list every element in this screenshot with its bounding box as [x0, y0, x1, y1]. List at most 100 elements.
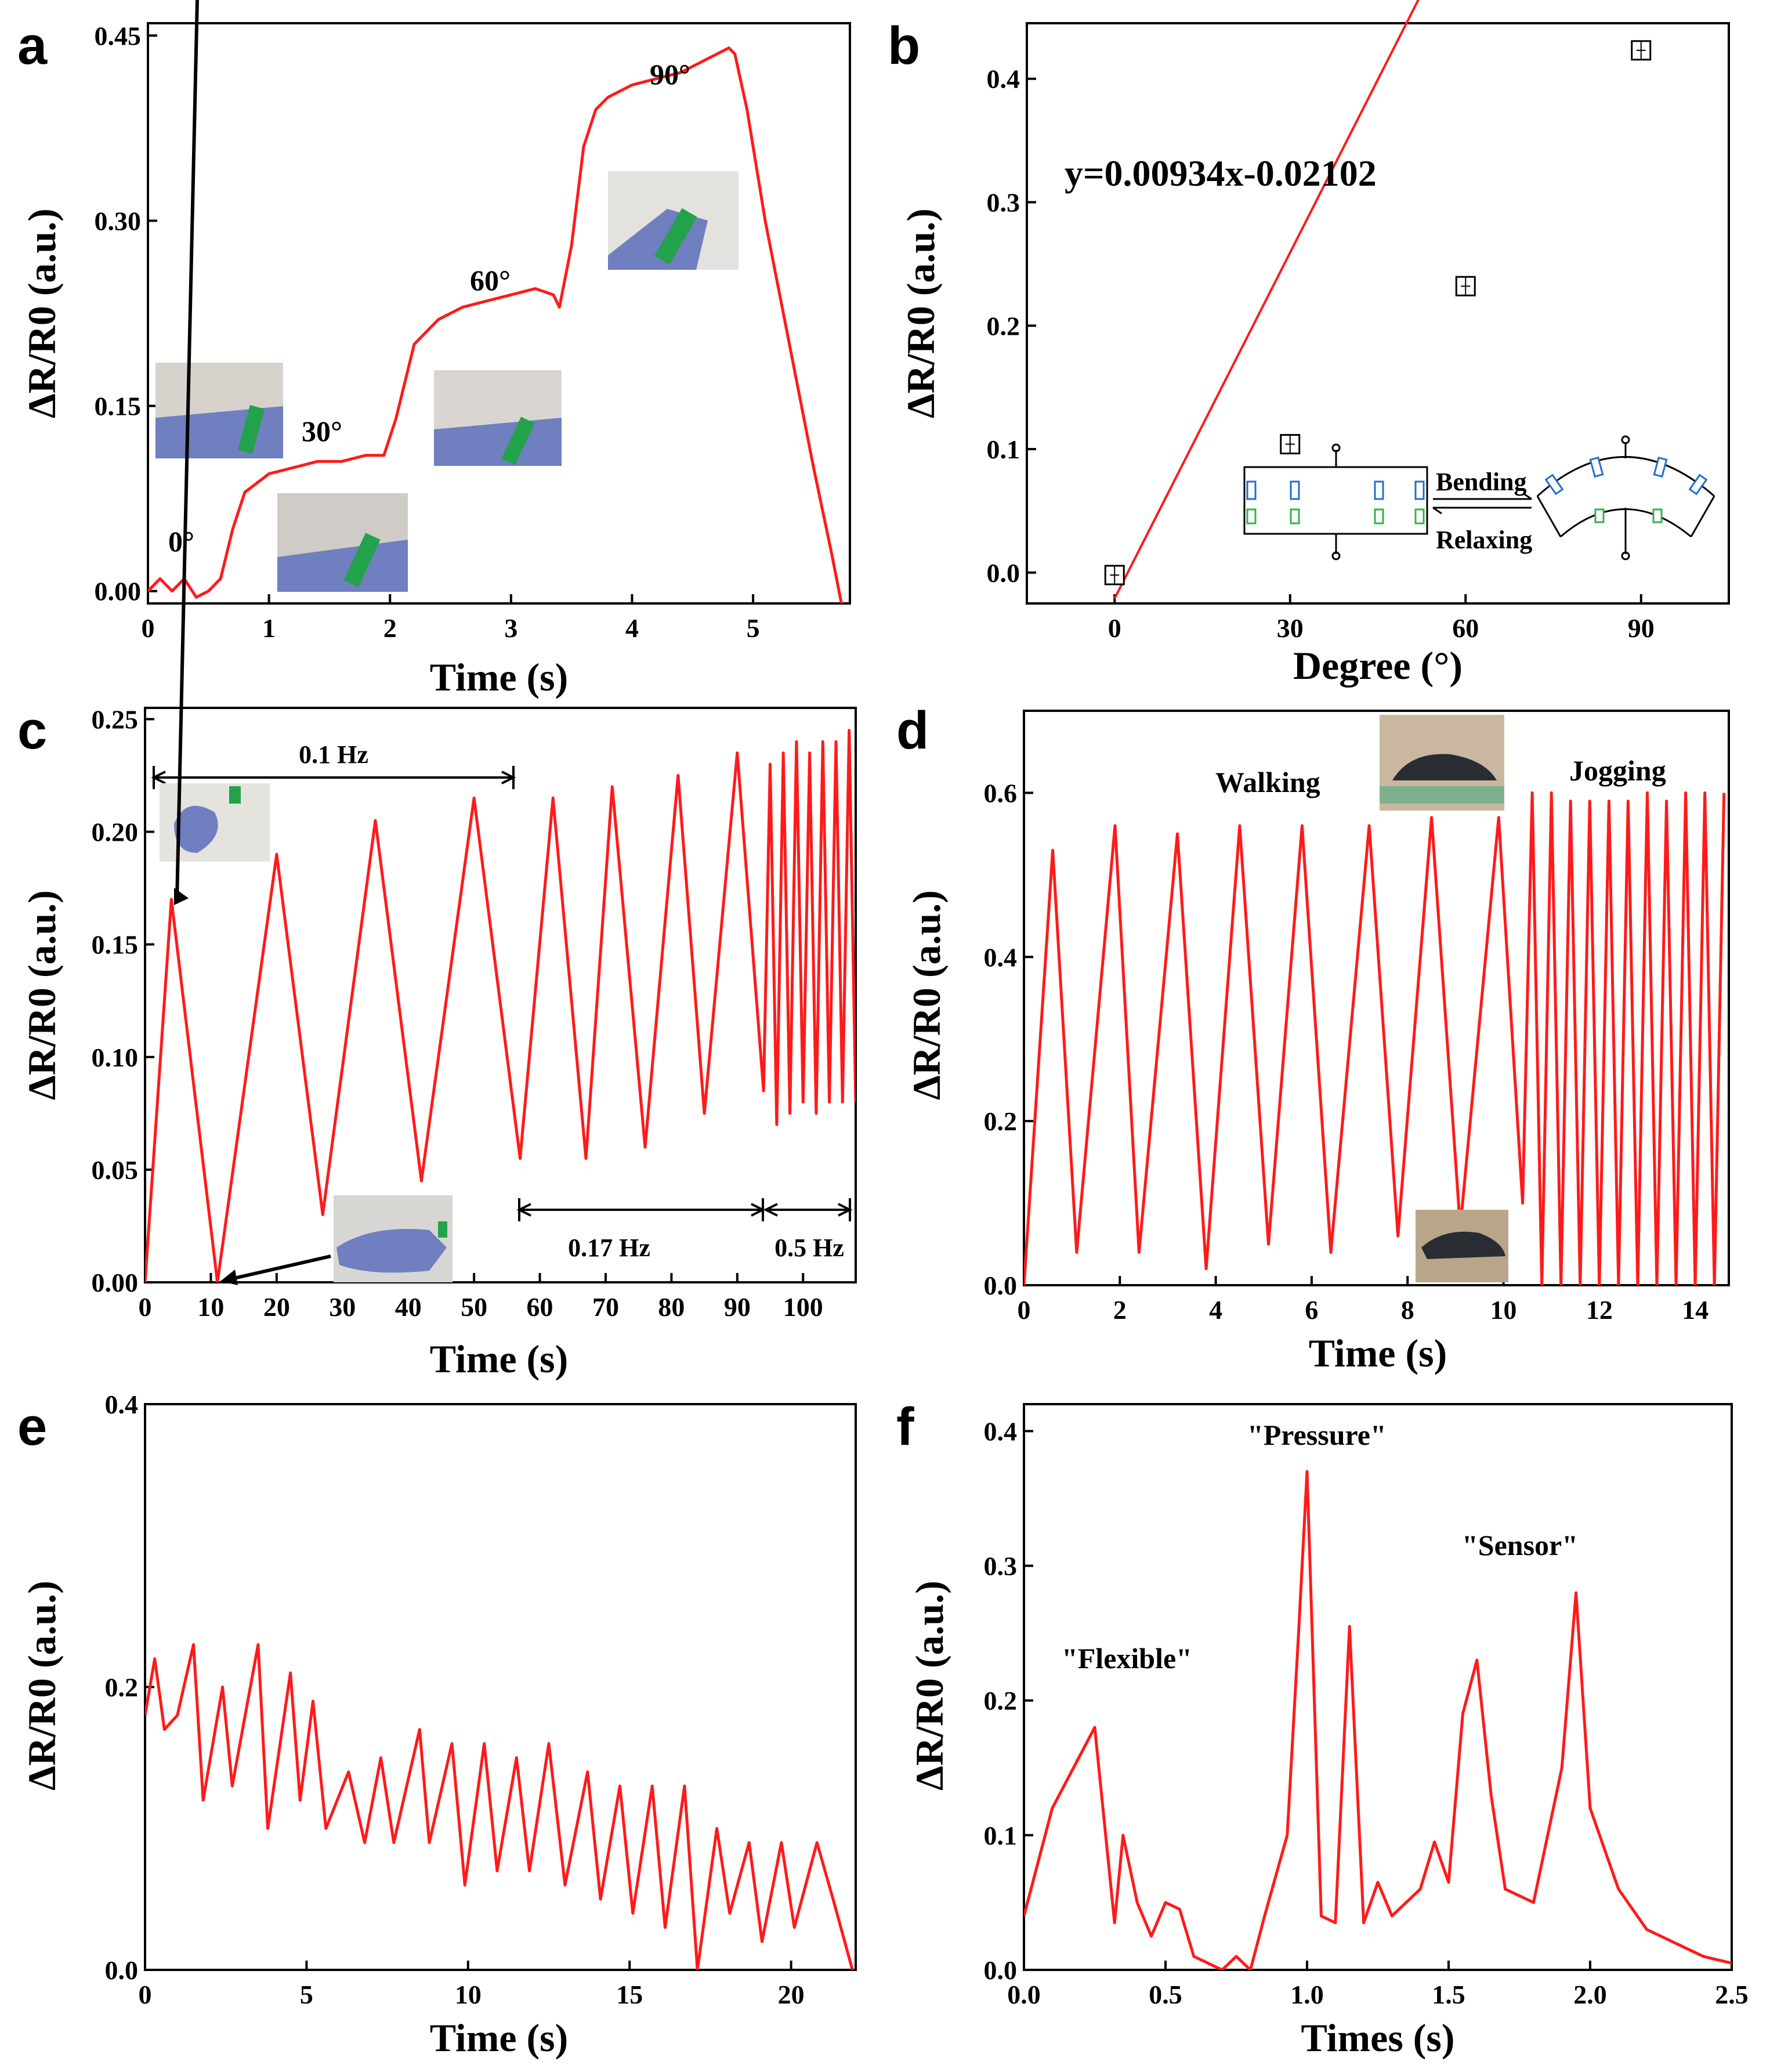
y-tick-label: 0.20 — [92, 818, 139, 847]
x-tick-label: 70 — [592, 1292, 619, 1322]
y-tick-label: 0.00 — [95, 577, 142, 606]
y-tick-label: 0.2 — [984, 1106, 1018, 1136]
photo-inset-0deg — [155, 363, 283, 458]
ylabel-b: ΔR/R0 (a.u.) — [899, 208, 943, 418]
freq-label-0.17hz: 0.17 Hz — [568, 1234, 650, 1262]
photo-inset-shoe-flat — [1380, 715, 1504, 811]
plot-frame-a — [147, 22, 851, 605]
y-tick-label: 0.0 — [984, 1955, 1018, 1985]
ticks-c: 0 10 20 30 40 50 60 70 80 90 100 0.00 0.05 0.10 0.15 0.… — [92, 704, 823, 1322]
data-c — [145, 729, 856, 1282]
x-tick-label: 30 — [329, 1292, 356, 1322]
ylabel-a: ΔR/R0 (a.u.) — [20, 208, 64, 418]
plot-frame-f — [1023, 1403, 1733, 1971]
x-tick-label: 10 — [455, 1980, 482, 2009]
y-tick-label: 0.00 — [92, 1268, 139, 1297]
x-tick-label: 2 — [1113, 1295, 1127, 1325]
linear-fit-line — [1113, 0, 1420, 599]
x-tick-label: 10 — [1490, 1295, 1517, 1325]
x-tick-label: 0 — [139, 1980, 152, 2009]
x-tick-label: 0 — [142, 613, 155, 643]
x-tick-label: 60 — [527, 1292, 553, 1322]
xlabel-e: Time (s) — [430, 2016, 569, 2060]
photo-inset-30deg — [277, 493, 408, 592]
series-line-d — [1024, 791, 1726, 1285]
data-point — [1455, 276, 1476, 296]
circuit-inset: Bending Relaxing — [1243, 435, 1715, 561]
photo-inset-hand-flat — [220, 1195, 453, 1285]
y-tick-label: 0.30 — [95, 206, 142, 236]
y-tick-label: 0.4 — [105, 1390, 139, 1419]
xlabel-d: Time (s) — [1309, 1331, 1447, 1375]
x-tick-label: 1.0 — [1290, 1980, 1324, 2009]
annot-60deg: 60° — [470, 264, 511, 296]
x-tick-label: 1.5 — [1432, 1980, 1465, 2009]
data-f — [1024, 1470, 1732, 1970]
y-tick-label: 0.2 — [987, 311, 1020, 341]
annot-pressure: "Pressure" — [1247, 1419, 1387, 1451]
x-tick-label: 2.5 — [1715, 1980, 1749, 2009]
data-point — [1280, 434, 1301, 455]
y-tick-label: 0.0 — [105, 1955, 139, 1985]
annot-walking: Walking — [1215, 766, 1320, 798]
photo-inset-60deg — [434, 370, 562, 466]
panel-letter-f: f — [896, 1397, 914, 1456]
x-tick-label: 10 — [197, 1292, 224, 1322]
ticks-d: 0 2 4 6 8 10 12 14 0.0 0.2 0.4 0.6 — [984, 778, 1709, 1325]
x-tick-label: 90 — [1628, 613, 1655, 643]
x-tick-label: 5 — [300, 1980, 313, 2009]
fit-equation: y=0.00934x-0.02102 — [1065, 153, 1377, 194]
y-tick-label: 0.3 — [984, 1552, 1018, 1581]
x-tick-label: 80 — [658, 1292, 685, 1322]
x-tick-label: 20 — [263, 1292, 290, 1322]
data-e — [145, 1643, 854, 1970]
annot-sensor: "Sensor" — [1462, 1529, 1578, 1561]
y-tick-label: 0.0 — [987, 558, 1020, 588]
y-tick-label: 0.1 — [987, 435, 1020, 464]
panel-b: b 0 30 60 90 0.0 0.1 0.2 0.3 0.4 Degree (°) ΔR/R… — [888, 0, 1730, 688]
y-tick-label: 0.1 — [984, 1821, 1018, 1850]
annot-0deg: 0° — [168, 525, 194, 558]
y-tick-label: 0.2 — [105, 1673, 139, 1702]
panel-a: a 0 1 2 3 4 5 0.00 0.15 0.30 0.45 Time (s) ΔR/R0 … — [17, 16, 851, 699]
ticks-b: 0 30 60 90 0.0 0.1 0.2 0.3 0.4 — [987, 64, 1655, 643]
ticks-a: 0 1 2 3 4 5 0.00 0.15 0.30 0.45 — [95, 21, 760, 643]
x-tick-label: 2 — [383, 613, 397, 643]
panel-letter-c: c — [17, 701, 47, 760]
xlabel-c: Time (s) — [430, 1337, 569, 1381]
x-tick-label: 5 — [747, 613, 760, 643]
photo-inset-hand-bent — [160, 0, 270, 905]
xlabel-a: Time (s) — [430, 655, 569, 699]
x-tick-label: 8 — [1401, 1295, 1414, 1325]
ticks-e: 0 5 10 15 20 0.0 0.2 0.4 — [105, 1390, 805, 2009]
panel-f: f 0.0 0.5 1.0 1.5 2.0 2.5 0.0 0.1 0.2 0.3 0.4 Time… — [896, 1397, 1749, 2060]
plot-frame-d — [1023, 710, 1730, 1286]
xlabel-b: Degree (°) — [1293, 643, 1463, 688]
series-line-f — [1024, 1470, 1732, 1970]
x-tick-label: 50 — [461, 1292, 487, 1322]
y-tick-label: 0.3 — [987, 188, 1020, 218]
xlabel-f: Times (s) — [1301, 2016, 1454, 2060]
x-tick-label: 0 — [139, 1292, 152, 1322]
freq-label-0.5hz: 0.5 Hz — [774, 1234, 844, 1262]
ylabel-d: ΔR/R0 (a.u.) — [904, 890, 949, 1100]
data-d — [1024, 791, 1726, 1285]
x-tick-label: 60 — [1452, 613, 1479, 643]
inset-bending-label: Bending — [1436, 468, 1527, 496]
x-tick-label: 0 — [1108, 613, 1121, 643]
photo-inset-shoe-lift — [1416, 1210, 1508, 1282]
x-tick-label: 40 — [395, 1292, 422, 1322]
panel-letter-d: d — [896, 701, 929, 760]
x-tick-label: 20 — [778, 1980, 805, 2009]
x-tick-label: 4 — [625, 613, 639, 643]
x-tick-label: 14 — [1682, 1295, 1709, 1325]
x-tick-label: 4 — [1209, 1295, 1222, 1325]
x-tick-label: 30 — [1277, 613, 1304, 643]
y-tick-label: 0.05 — [92, 1155, 139, 1185]
x-tick-label: 6 — [1305, 1295, 1318, 1325]
fit-line-b — [1113, 0, 1420, 599]
x-tick-label: 1 — [262, 613, 276, 643]
ylabel-f: ΔR/R0 (a.u.) — [907, 1581, 951, 1791]
y-tick-label: 0.15 — [92, 930, 139, 960]
